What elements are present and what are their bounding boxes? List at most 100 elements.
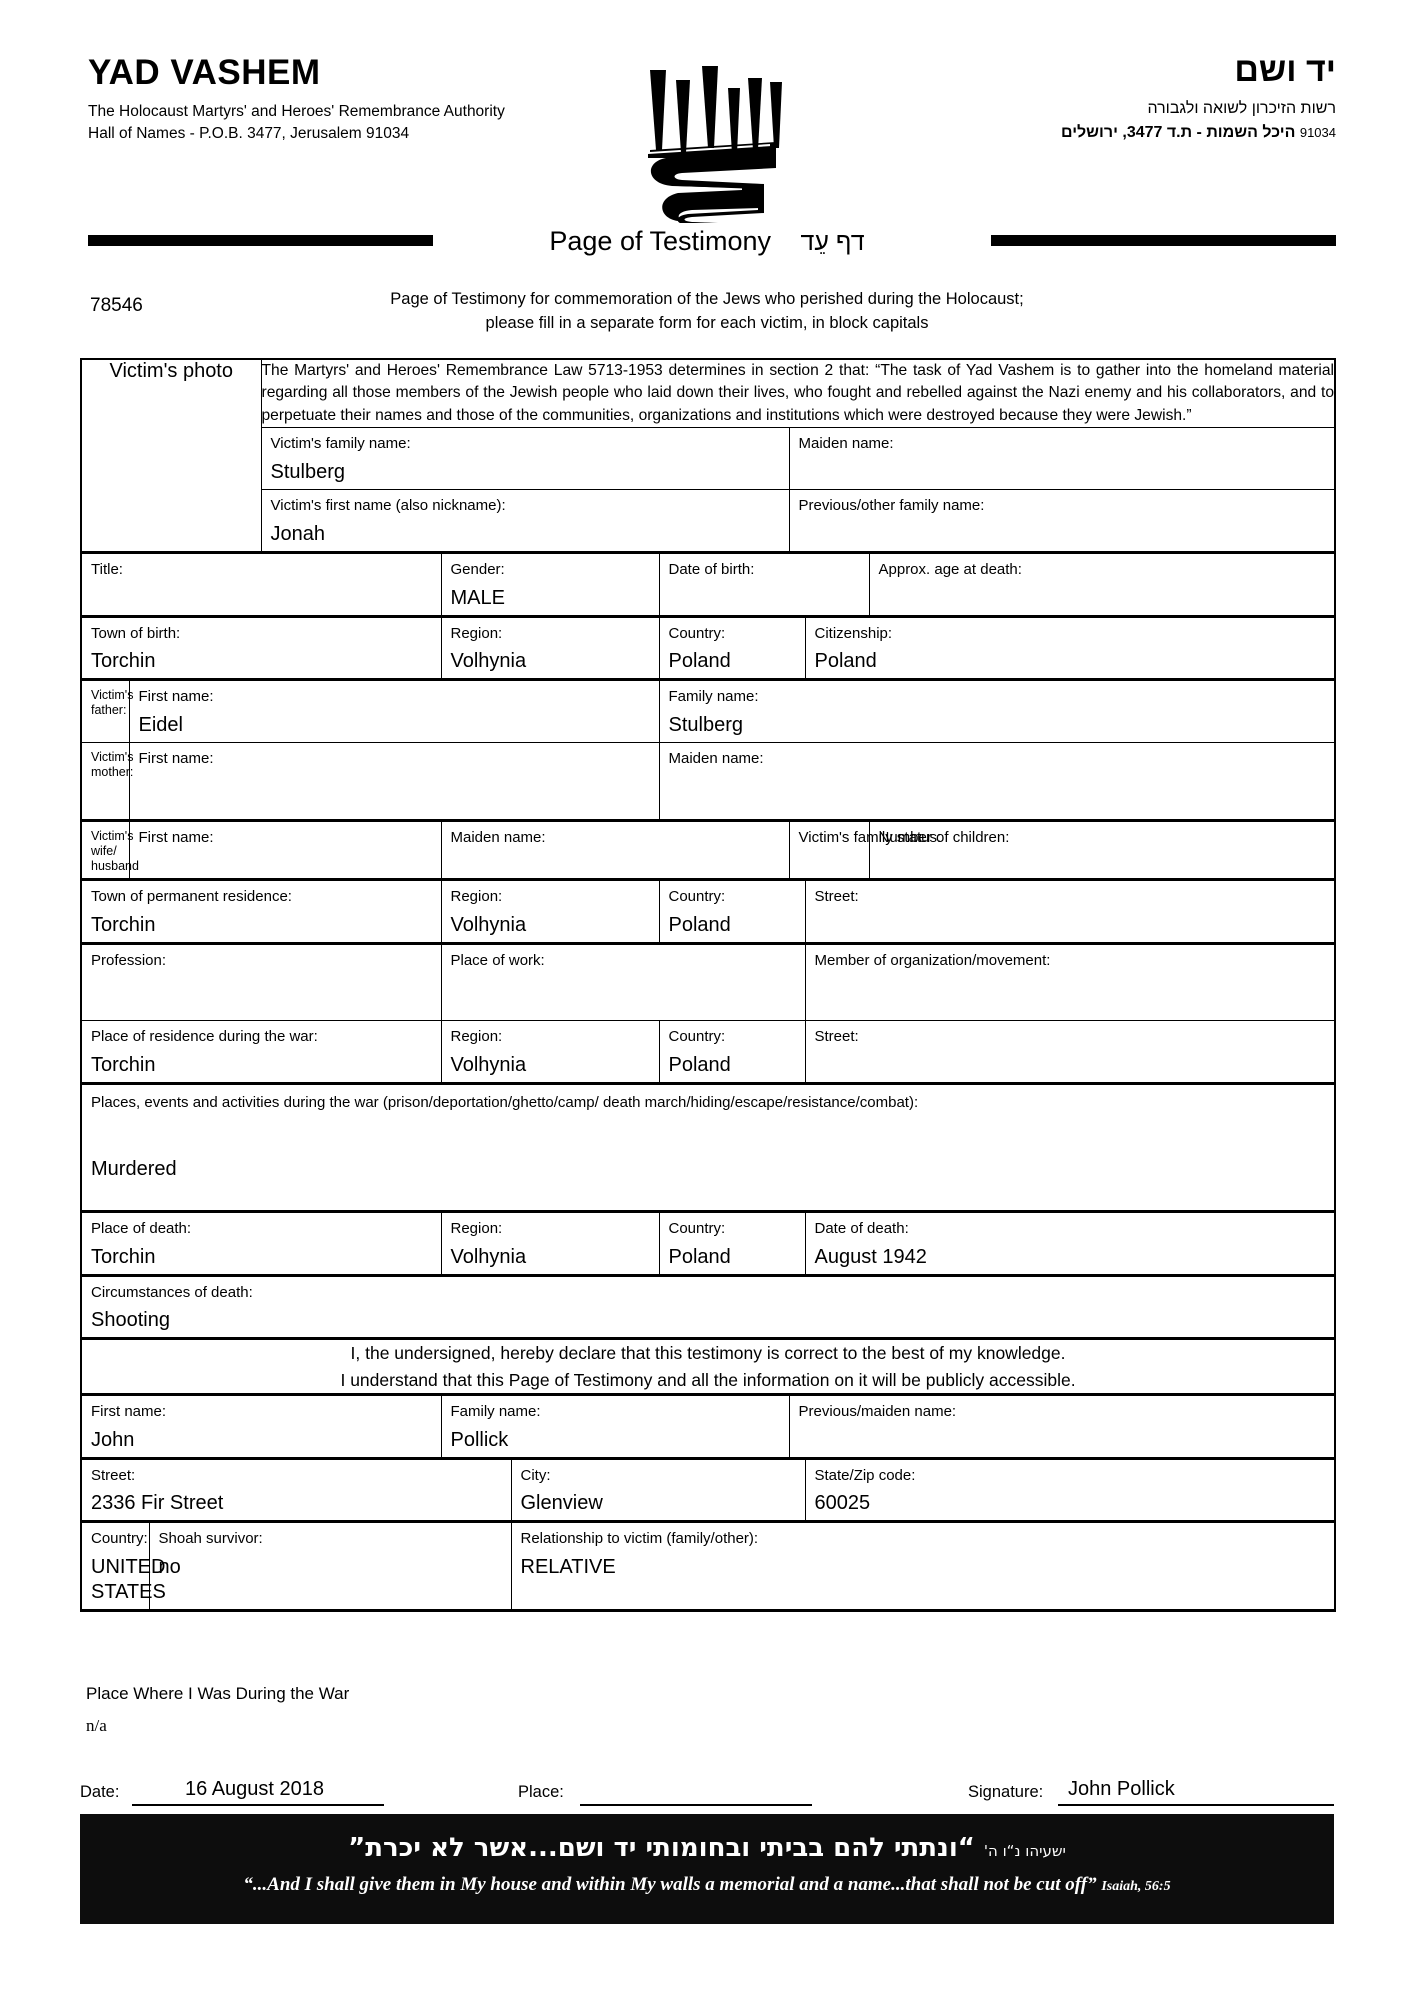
place-of-work-cell[interactable]: Place of work: [440,942,806,1022]
document-header: YAD VASHEM The Holocaust Martyrs' and He… [0,0,1414,226]
submitter-family-name-cell[interactable]: Family name: Pollick [440,1393,790,1460]
profession-cell[interactable]: Profession: [80,942,442,1022]
place-of-death-cell[interactable]: Place of death: Torchin [80,1210,442,1277]
victim-maiden-name-cell[interactable]: Maiden name: [788,427,1336,491]
number-of-children-cell[interactable]: Number of children: [868,818,1336,881]
father-first-name-cell[interactable]: First name: Eidel [128,679,660,744]
organization-subtitle-line1-hebrew: רשות הזיכרון לשואה ולגבורה [1147,100,1336,118]
victim-family-status-label: Victim's family status: [798,828,942,846]
submitter-previous-maiden-name-cell[interactable]: Previous/maiden name: [788,1393,1336,1460]
title-rule-right [991,235,1336,246]
war-residence-place-cell[interactable]: Place of residence during the war: Torch… [80,1020,442,1086]
war-residence-street-cell[interactable]: Street: [804,1020,1336,1086]
victim-first-name-cell[interactable]: Victim's first name (also nickname): Jon… [260,489,790,554]
victim-birth-region-cell[interactable]: Region: Volhynia [440,614,660,682]
victim-family-status-cell[interactable]: Victim's family status: [788,818,942,881]
war-residence-country-cell[interactable]: Country: Poland [658,1020,806,1086]
death-country-label: Country: [668,1219,726,1237]
victim-birth-region-label: Region: [450,624,503,642]
yad-vashem-brand-hebrew: יד ושם רשות הזיכרון לשואה ולגבורה 91034 … [1060,51,1336,145]
shoah-survivor-cell[interactable]: Shoah survivor: no [148,1521,512,1613]
permanent-residence-street-value [815,913,1326,933]
mother-maiden-name-cell[interactable]: Maiden name: [658,742,1336,822]
victim-town-of-birth-cell[interactable]: Town of birth: Torchin [80,614,442,682]
submitter-state-zip-label: State/Zip code: [814,1466,916,1484]
submitter-street-cell[interactable]: Street: 2336 Fir Street [80,1457,512,1524]
table-row: Town of birth: Torchin Region: Volhynia … [80,614,1336,682]
submitter-country-cell[interactable]: Country: UNITED STATES [80,1521,166,1613]
organization-member-cell[interactable]: Member of organization/movement: [804,942,1336,1022]
table-row: Profession: Place of work: Member of org… [80,942,1336,1022]
isaiah-citation-hebrew: ישעיהו נ“ו ה' [983,1842,1066,1860]
isaiah-citation-english: Isaiah, 56:5 [1101,1878,1171,1894]
page-title-hebrew: דף עֵד [800,228,865,256]
war-residence-street-label: Street: [814,1028,859,1046]
victim-title-value [91,586,432,606]
permanent-residence-street-label: Street: [814,887,859,905]
isaiah-quote-hebrew: “ונתתי להם בביתי ובחומותי יד ושם...אשר ל… [348,1833,975,1863]
war-events-cell[interactable]: Places, events and activities during the… [80,1083,1336,1213]
testimony-form-table: Victim's photo The Martyrs' and Heroes' … [80,358,1337,1613]
spouse-maiden-name-cell[interactable]: Maiden name: [440,818,790,881]
victim-citizenship-cell[interactable]: Citizenship: Poland [804,614,1336,682]
permanent-residence-country-cell[interactable]: Country: Poland [658,878,806,945]
table-row: Title: Gender: MALE Date of birth: Appro… [80,550,1336,617]
place-input-line[interactable] [580,1774,812,1806]
date-of-death-label: Date of death: [814,1219,909,1237]
yad-vashem-brand-english: YAD VASHEM The Holocaust Martyrs' and He… [88,54,608,146]
table-row: I, the undersigned, hereby declare that … [80,1338,1336,1396]
submitter-state-zip-cell[interactable]: State/Zip code: 60025 [804,1457,1336,1524]
submitter-first-name-value: John [91,1428,135,1451]
permanent-residence-region-cell[interactable]: Region: Volhynia [440,878,660,945]
submitter-city-value: Glenview [520,1492,603,1515]
permanent-residence-street-cell[interactable]: Street: [804,878,1336,945]
father-family-name-cell[interactable]: Family name: Stulberg [658,679,1336,744]
victim-first-name-label: Victim's first name (also nickname): [270,497,506,515]
document-subtitle-line1: Page of Testimony for commemoration of t… [390,290,1024,308]
submitter-street-value: 2336 Fir Street [91,1492,224,1515]
signature-input-line[interactable] [1058,1774,1334,1806]
permanent-residence-town-cell[interactable]: Town of permanent residence: Torchin [80,878,442,945]
death-region-cell[interactable]: Region: Volhynia [440,1210,660,1277]
submitter-first-name-cell[interactable]: First name: John [80,1393,442,1460]
victim-birth-country-cell[interactable]: Country: Poland [658,614,806,682]
date-of-death-cell[interactable]: Date of death: August 1942 [804,1210,1336,1277]
isaiah-quote-banner: ישעיהו נ“ו ה' “ונתתי להם בביתי ובחומותי … [80,1814,1334,1924]
submitter-street-label: Street: [91,1466,136,1484]
victim-previous-family-name-cell[interactable]: Previous/other family name: [788,489,1336,554]
victim-family-name-cell[interactable]: Victim's family name: Stulberg [260,427,790,491]
victim-approx-age-cell[interactable]: Approx. age at death: [868,550,1336,617]
circumstances-of-death-cell[interactable]: Circumstances of death: Shooting [80,1274,1336,1341]
victim-title-label: Title: [91,560,123,578]
shoah-survivor-value: no [158,1556,181,1579]
document-subtitle-line2: please fill in a separate form for each … [485,313,929,332]
victim-citizenship-label: Citizenship: [814,624,893,642]
father-row-label-cell: Victim's father: [80,679,134,744]
death-country-cell[interactable]: Country: Poland [658,1210,806,1277]
table-row: Country: UNITED STATES Shoah survivor: n… [80,1521,1336,1613]
victim-title-cell[interactable]: Title: [80,550,442,617]
mother-first-name-cell[interactable]: First name: [128,742,660,822]
victim-photo-cell[interactable]: Victim's photo [80,358,262,553]
mother-row-label-line1: Victim's [91,750,134,765]
relationship-to-victim-cell[interactable]: Relationship to victim (family/other): R… [510,1521,1336,1613]
victim-birth-country-label: Country: [668,624,726,642]
submitter-city-cell[interactable]: City: Glenview [510,1457,806,1524]
mother-maiden-name-value [669,775,1326,815]
victim-gender-cell[interactable]: Gender: MALE [440,550,660,617]
father-first-name-value: Eidel [138,714,183,737]
victim-previous-family-name-label: Previous/other family name: [798,497,985,515]
victim-town-of-birth-value: Torchin [91,650,156,673]
victim-birth-country-value: Poland [668,650,731,673]
father-row-label-line1: Victim's [91,688,134,703]
permanent-residence-country-value: Poland [668,913,731,936]
death-region-label: Region: [450,1219,503,1237]
victim-gender-label: Gender: [450,560,505,578]
spouse-first-name-cell[interactable]: First name: [128,818,442,881]
document-subtitle: Page of Testimony for commemoration of t… [0,288,1414,336]
victim-dob-cell[interactable]: Date of birth: [658,550,870,617]
war-residence-region-cell[interactable]: Region: Volhynia [440,1020,660,1086]
date-input-line[interactable] [132,1774,384,1806]
organization-address-hebrew: היכל השמות - ת.ד 3477, ירושלים [1060,124,1296,142]
